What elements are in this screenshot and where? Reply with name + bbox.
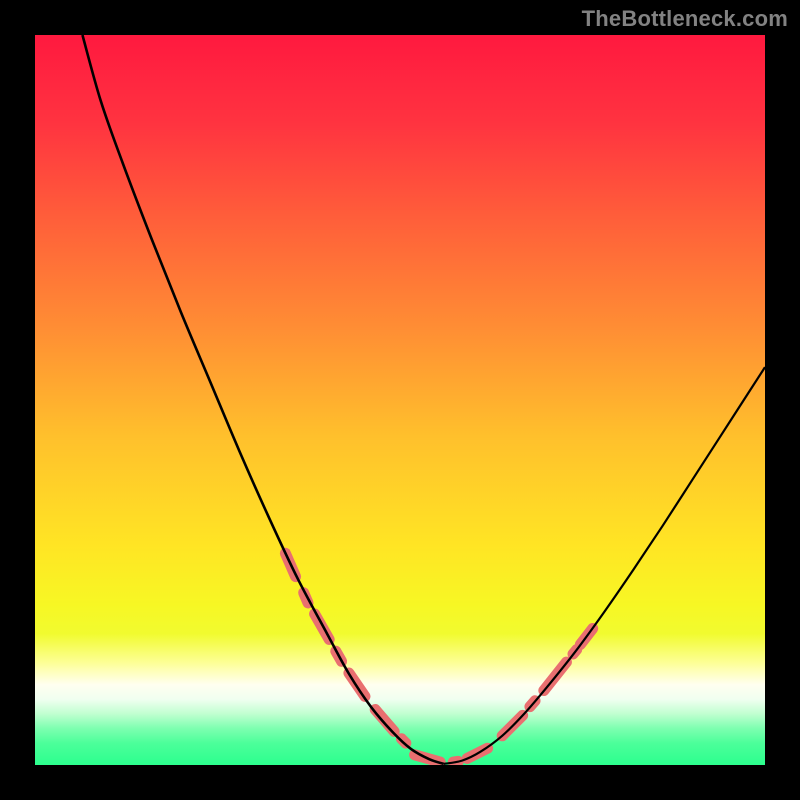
watermark-text: TheBottleneck.com: [582, 6, 788, 32]
bottom-black-band: [0, 765, 800, 800]
curve-layer: [0, 0, 800, 800]
left-curve: [82, 35, 443, 764]
highlight-dash: [375, 710, 394, 732]
chart-stage: TheBottleneck.com: [0, 0, 800, 800]
right-curve: [444, 367, 765, 764]
highlight-dashes: [285, 553, 592, 762]
